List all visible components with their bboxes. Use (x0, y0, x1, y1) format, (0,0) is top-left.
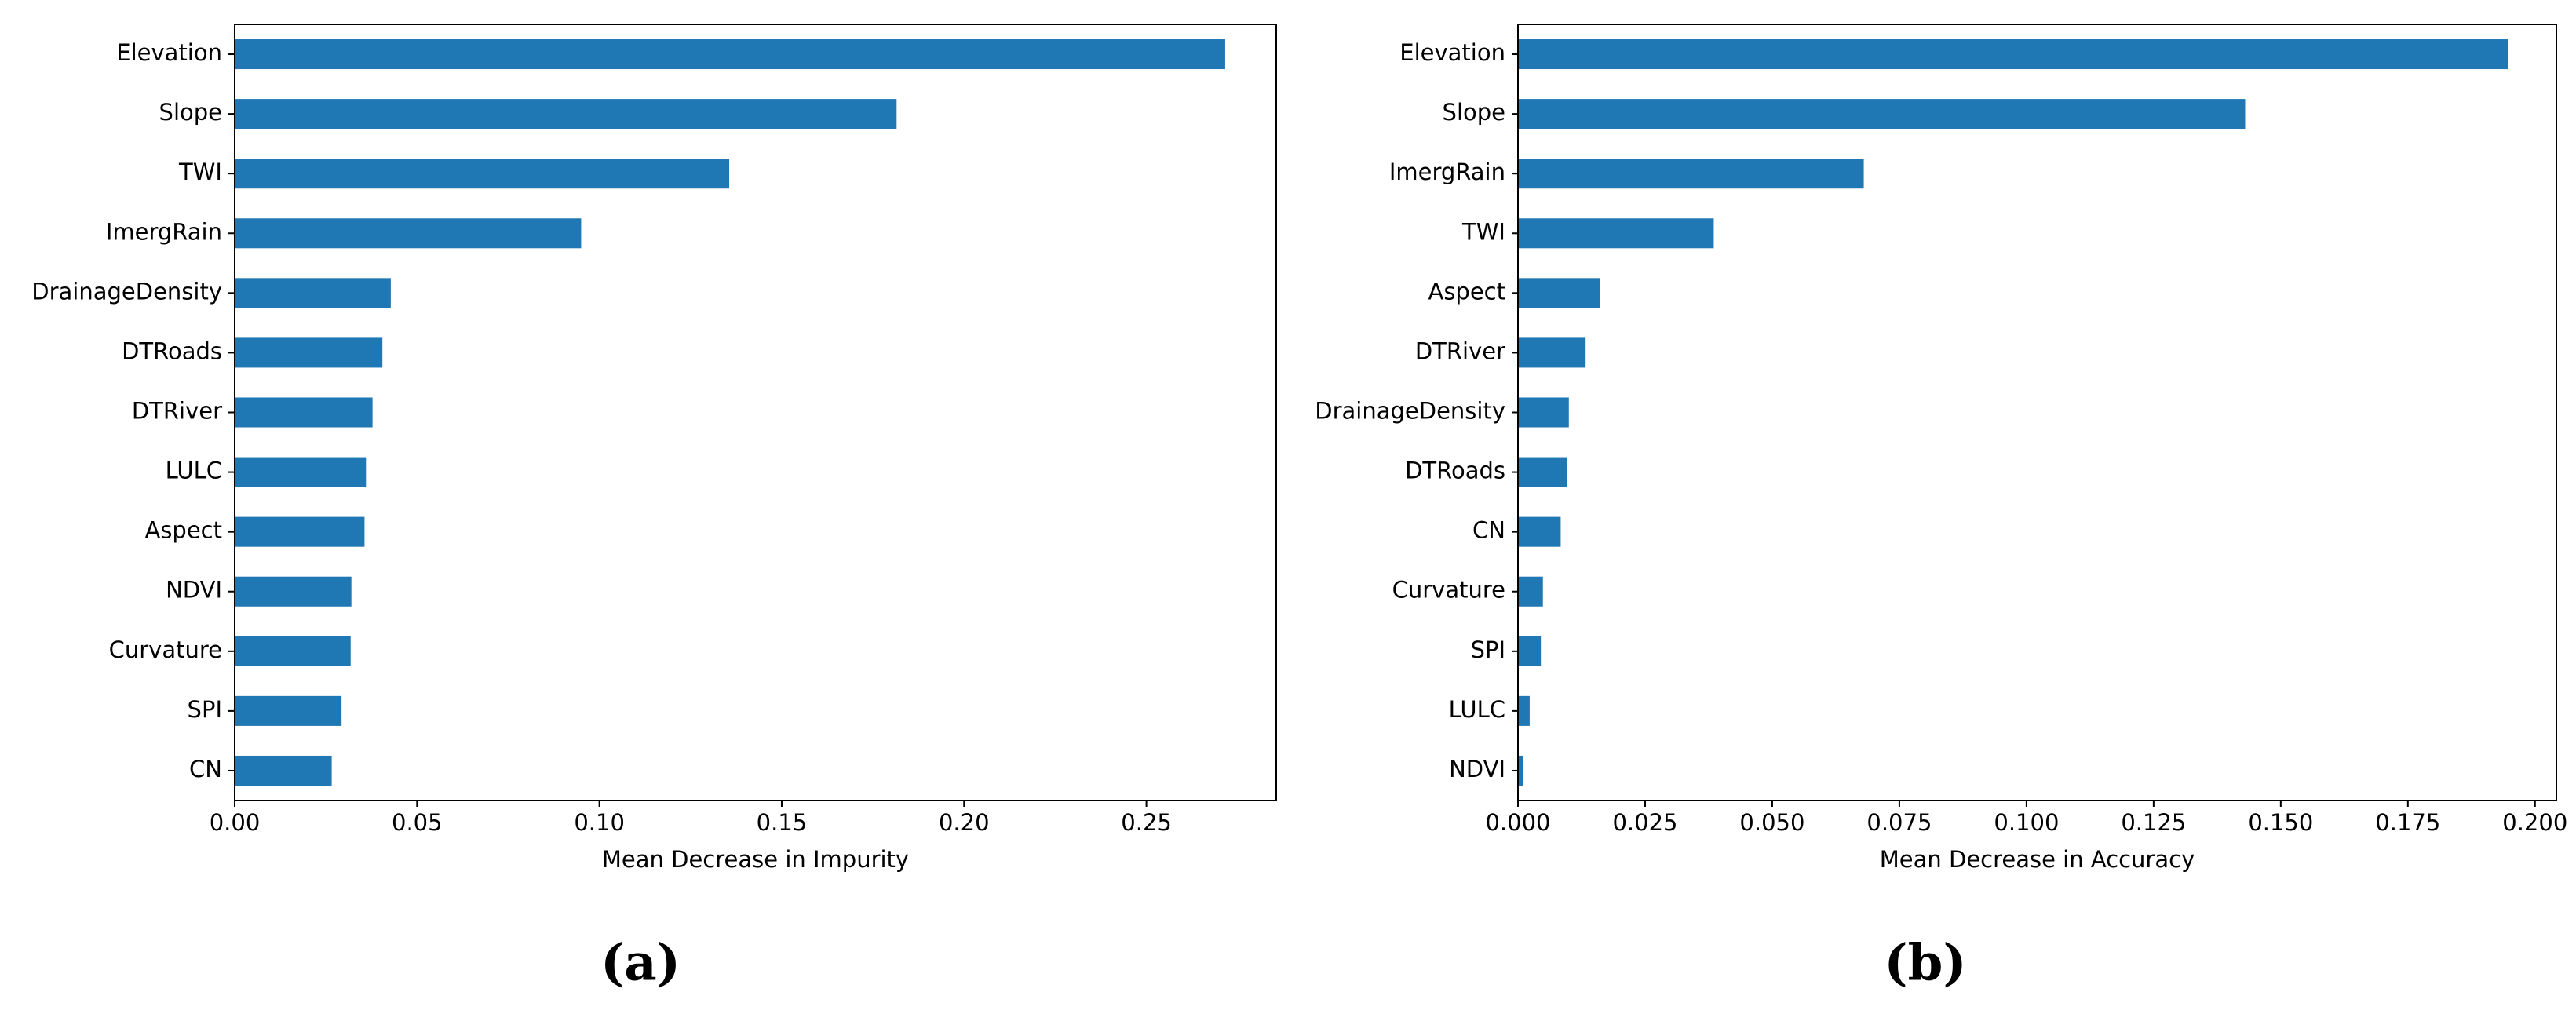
x-tick-label: 0.25 (1121, 809, 1172, 836)
bar (1518, 99, 2246, 129)
y-tick-label: Curvature (1392, 577, 1505, 604)
y-tick-label: DTRoads (1405, 458, 1505, 484)
bar (235, 337, 383, 368)
y-tick-label: DTRoads (122, 337, 222, 364)
bar (1518, 695, 1530, 726)
plot-frame (234, 24, 1277, 801)
x-tick-label: 0.15 (757, 809, 808, 836)
y-tick-label: NDVI (166, 577, 222, 604)
x-tick-label: 0.025 (1612, 809, 1677, 836)
y-tick-label: LULC (1449, 696, 1505, 723)
y-tick-label: DTRiver (1415, 337, 1505, 364)
x-tick-label: 0.075 (1866, 809, 1932, 836)
bar (235, 99, 897, 129)
y-tick-label: ImergRain (106, 218, 222, 245)
y-tick-label: Curvature (109, 636, 222, 663)
bar (1518, 755, 1523, 786)
y-tick-label: Elevation (1399, 39, 1505, 66)
bar (1518, 337, 1586, 368)
x-axis-label: Mean Decrease in Impurity (602, 846, 909, 873)
y-tick-label: CN (189, 756, 222, 782)
y-tick-label: DrainageDensity (31, 278, 222, 305)
bar (1518, 457, 1567, 487)
y-tick-label: SPI (1471, 636, 1505, 663)
plot-frame (1517, 24, 2557, 801)
x-tick-label: 0.000 (1485, 809, 1550, 836)
bar (235, 39, 1225, 70)
bar (235, 397, 373, 428)
bar (235, 695, 342, 726)
bar (235, 218, 582, 249)
x-tick-label: 0.10 (574, 809, 625, 836)
bar (235, 278, 391, 308)
bar (235, 159, 730, 189)
y-tick-label: Slope (159, 99, 222, 126)
x-axis-label: Mean Decrease in Accuracy (1880, 846, 2195, 873)
bar (235, 576, 352, 607)
bar (1518, 39, 2508, 70)
caption: (a) (600, 934, 680, 993)
x-tick-label: 0.05 (392, 809, 443, 836)
y-tick-label: SPI (188, 696, 222, 723)
y-tick-label: Elevation (116, 39, 222, 66)
y-tick-label: TWI (178, 159, 222, 185)
bar (1518, 576, 1543, 607)
x-tick-label: 0.150 (2248, 809, 2313, 836)
y-tick-label: LULC (166, 458, 222, 484)
y-tick-label: DrainageDensity (1315, 398, 1505, 425)
bar (1518, 278, 1600, 308)
bar (1518, 159, 1864, 189)
bar (1518, 218, 1714, 249)
bar (235, 636, 351, 666)
bar (235, 457, 367, 487)
bar (1518, 516, 1561, 547)
y-tick-label: DTRiver (132, 398, 222, 425)
x-tick-label: 0.175 (2375, 809, 2440, 836)
y-tick-label: Aspect (144, 517, 222, 544)
x-tick-label: 0.100 (1994, 809, 2059, 836)
bar (235, 516, 365, 547)
caption: (b) (1884, 934, 1966, 993)
y-tick-label: Slope (1443, 99, 1505, 126)
y-tick-label: ImergRain (1389, 159, 1505, 185)
bar (1518, 397, 1569, 428)
y-tick-label: CN (1472, 517, 1505, 544)
x-tick-label: 0.125 (2121, 809, 2186, 836)
x-tick-label: 0.200 (2502, 809, 2567, 836)
y-tick-label: Aspect (1428, 278, 1505, 305)
bar (235, 755, 332, 786)
bar (1518, 636, 1542, 666)
y-tick-label: TWI (1461, 218, 1505, 245)
y-tick-label: NDVI (1449, 756, 1505, 782)
x-tick-label: 0.050 (1739, 809, 1804, 836)
x-tick-label: 0.20 (939, 809, 990, 836)
x-tick-label: 0.00 (210, 809, 261, 836)
